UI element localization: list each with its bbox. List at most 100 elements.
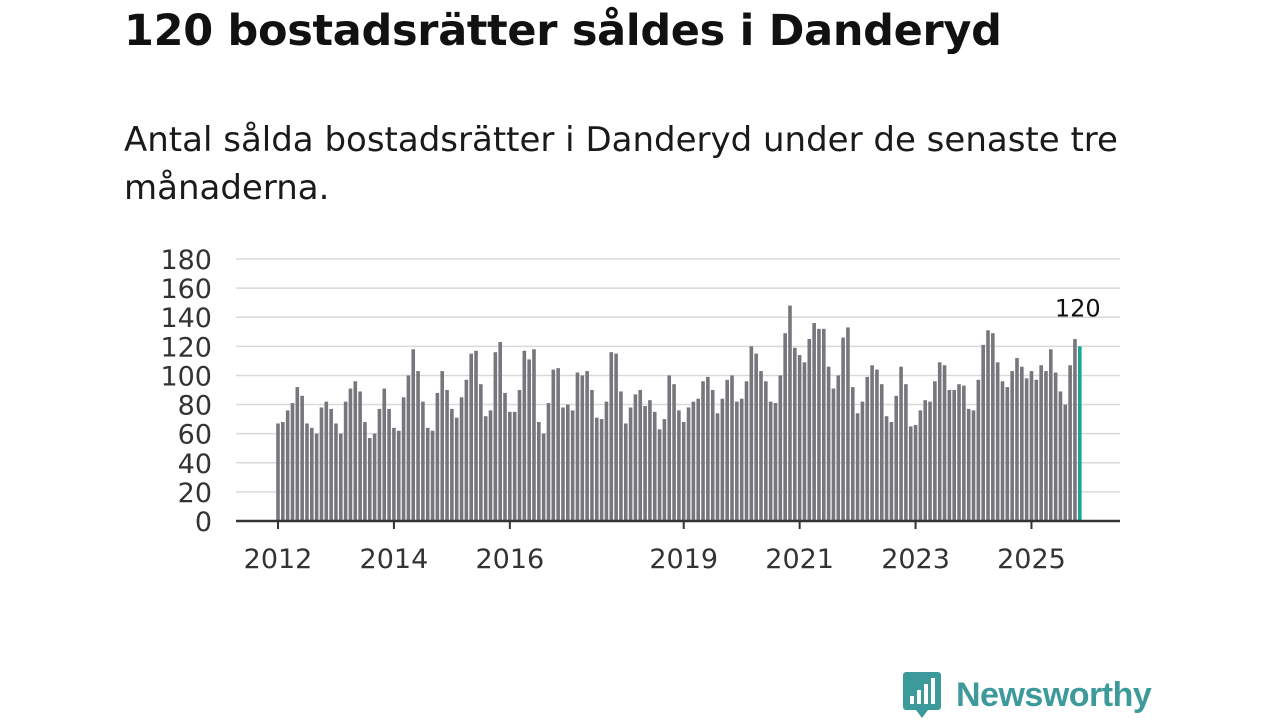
bar [793, 347, 797, 521]
bar [744, 381, 749, 521]
y-tick-label: 140 [160, 303, 212, 334]
bar [546, 403, 551, 521]
bar [561, 407, 565, 521]
bar [701, 381, 705, 521]
bar [537, 422, 541, 521]
bar [783, 333, 787, 521]
bar [947, 390, 952, 521]
bar [508, 411, 512, 521]
bar [401, 397, 406, 521]
bar [923, 400, 928, 521]
x-tick-label: 2025 [997, 544, 1066, 575]
bar [609, 352, 614, 521]
y-tick-label: 0 [195, 507, 212, 538]
bar [739, 398, 744, 521]
x-tick-label: 2023 [881, 544, 950, 575]
bar [826, 366, 831, 521]
bar [1005, 387, 1010, 521]
bar [551, 369, 556, 521]
bar [498, 341, 502, 521]
bar [797, 355, 802, 521]
bar [942, 365, 947, 521]
bar [1073, 339, 1077, 521]
bar [575, 372, 580, 521]
bar [725, 379, 729, 521]
bar [522, 350, 527, 521]
bar [749, 346, 754, 521]
bar [363, 422, 367, 521]
bar [329, 408, 333, 521]
bar [908, 426, 913, 521]
bar [580, 375, 585, 521]
bar [812, 323, 816, 521]
bar [512, 411, 517, 521]
bar [831, 388, 836, 521]
bar [648, 400, 652, 521]
y-tick-label: 40 [178, 449, 212, 480]
bar [879, 384, 884, 521]
bar [971, 410, 976, 521]
bar [566, 404, 570, 521]
bar [276, 423, 280, 521]
chart-subtitle: Antal sålda bostadsrätter i Danderyd und… [124, 120, 1118, 208]
bar [314, 433, 319, 521]
bar [377, 408, 382, 521]
bar [662, 419, 667, 521]
bar [614, 353, 618, 521]
bar [300, 395, 304, 521]
bar [696, 398, 701, 521]
bar [435, 392, 440, 521]
bar [459, 397, 464, 521]
bar [904, 384, 908, 521]
bar [841, 337, 845, 521]
bar [730, 375, 734, 521]
bar [836, 375, 841, 521]
bar [821, 328, 826, 521]
bar [952, 390, 956, 521]
bar [1053, 372, 1058, 521]
bar [652, 411, 657, 521]
newsworthy-logo-icon [903, 672, 941, 718]
bar [1034, 379, 1039, 521]
bar [1058, 391, 1063, 521]
x-tick-label: 2021 [765, 544, 834, 575]
bar [464, 379, 469, 521]
bar [686, 407, 691, 521]
bar [488, 410, 493, 521]
bar [995, 362, 1000, 521]
y-tick-label: 100 [160, 361, 212, 392]
bar [599, 419, 604, 521]
bar [285, 410, 290, 521]
bar [773, 403, 778, 521]
bars [276, 305, 1082, 521]
bar [981, 344, 985, 521]
chart-title: 120 bostadsrätter såldes i Danderyd [124, 6, 1002, 56]
y-tick-label: 20 [178, 478, 212, 509]
bar [899, 366, 903, 521]
bar [387, 408, 391, 521]
bar [633, 394, 638, 521]
bar [1010, 371, 1014, 521]
bar [860, 401, 865, 521]
bar [991, 333, 995, 521]
bar [1068, 365, 1072, 521]
bar [894, 395, 899, 521]
bar [681, 422, 686, 521]
bar [430, 430, 435, 521]
bar [850, 387, 855, 521]
bar [310, 427, 314, 521]
bar [590, 390, 594, 521]
y-tick-label: 120 [160, 332, 212, 363]
bar-highlight [1077, 346, 1082, 521]
bar [406, 375, 411, 521]
bar [788, 305, 792, 521]
bar [865, 376, 870, 521]
bar [735, 401, 739, 521]
bar [807, 339, 812, 521]
bar [691, 401, 696, 521]
bar [324, 401, 329, 521]
bar [1029, 371, 1034, 521]
bar [483, 416, 488, 521]
y-tick-label: 180 [160, 245, 212, 276]
